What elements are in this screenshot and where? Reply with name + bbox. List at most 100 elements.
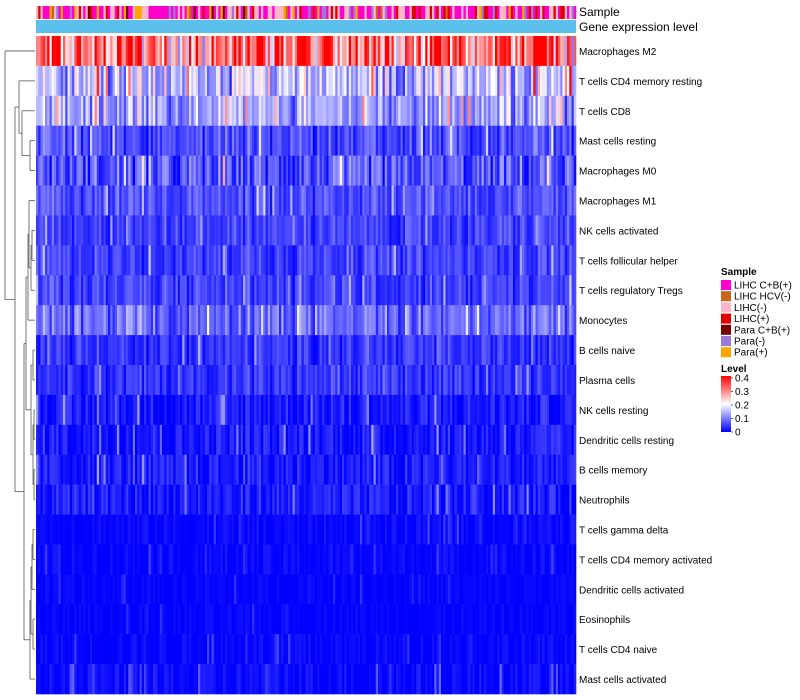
heatmap-cell [283, 245, 287, 276]
heatmap-cell [535, 394, 539, 426]
heatmap-cell [45, 125, 48, 156]
heatmap-cell [348, 544, 352, 575]
heatmap-cell [375, 215, 379, 246]
heatmap-cell [558, 95, 561, 127]
heatmap-cell [508, 185, 512, 216]
heatmap-cell [283, 335, 287, 366]
heatmap-cell [308, 544, 311, 575]
heatmap-cell [506, 65, 509, 97]
heatmap-cell [148, 484, 152, 515]
heatmap-cell [299, 574, 302, 605]
heatmap-cell [344, 155, 347, 186]
heatmap-cell [263, 65, 266, 97]
heatmap-cell [321, 305, 325, 336]
heatmap-cell [418, 424, 422, 456]
heatmap-cell [108, 365, 111, 396]
sample-annotation-cell [150, 6, 154, 19]
heatmap-cell [141, 574, 145, 605]
heatmap-cell [330, 275, 334, 306]
heatmap-cell [330, 36, 334, 67]
heatmap-cell [441, 424, 444, 456]
heatmap-cell [42, 514, 46, 545]
heatmap-cell [38, 95, 41, 127]
heatmap-cell [254, 95, 257, 127]
heatmap-cell [506, 155, 509, 186]
heatmap-cell [72, 454, 75, 485]
heatmap-cell [265, 424, 269, 456]
heatmap-cell [348, 305, 352, 336]
heatmap-cell [353, 95, 356, 127]
heatmap-cell [531, 125, 534, 156]
sample-annotation-cell [42, 6, 46, 19]
heatmap-cell [252, 544, 255, 575]
heatmap-cell [418, 185, 422, 216]
heatmap-cell [182, 514, 185, 545]
heatmap-cell [47, 185, 50, 216]
heatmap-cell [524, 514, 527, 545]
heatmap-cell [544, 454, 548, 485]
heatmap-cell [51, 574, 55, 605]
heatmap-cell [240, 125, 244, 156]
heatmap-cell [432, 365, 435, 396]
heatmap-cell [483, 185, 487, 216]
heatmap-cell [159, 215, 163, 246]
heatmap-cell [418, 155, 422, 186]
heatmap-cell [63, 394, 66, 426]
heatmap-cell [249, 454, 253, 485]
heatmap-cell [339, 36, 343, 67]
heatmap-cell [270, 335, 273, 366]
heatmap-cell [535, 95, 539, 127]
heatmap-cell [202, 335, 206, 366]
heatmap-cell [501, 365, 505, 396]
heatmap-cell [425, 65, 428, 97]
heatmap-cell [306, 125, 309, 156]
heatmap-cell [42, 604, 46, 635]
heatmap-cell [407, 185, 410, 216]
heatmap-cell [398, 335, 401, 366]
heatmap-cell [427, 394, 431, 426]
sample-annotation-cell [254, 6, 257, 19]
heatmap-cell [54, 604, 57, 635]
heatmap-cell [378, 365, 381, 396]
heatmap-cell [420, 95, 424, 127]
heatmap-cell [159, 245, 163, 276]
heatmap-cell [54, 424, 57, 456]
heatmap-cell [245, 544, 248, 575]
sample-annotation-cell [432, 6, 435, 19]
heatmap-cell [261, 245, 264, 276]
heatmap-cell [132, 544, 136, 575]
heatmap-cell [348, 394, 352, 426]
heatmap-cell [202, 275, 206, 306]
heatmap-cell [204, 215, 208, 246]
heatmap-cell [402, 36, 406, 67]
heatmap-cell [137, 215, 140, 246]
heatmap-cell [155, 574, 158, 605]
heatmap-cell [362, 36, 365, 67]
heatmap-cell [297, 394, 300, 426]
heatmap-cell [319, 484, 323, 515]
heatmap-cell [117, 65, 120, 97]
heatmap-cell [513, 394, 516, 426]
heatmap-cell [288, 544, 291, 575]
heatmap-cell [236, 305, 239, 336]
heatmap-cell [432, 424, 435, 456]
heatmap-cell [177, 454, 181, 485]
heatmap-cell [49, 424, 53, 456]
heatmap-cell [542, 275, 545, 306]
heatmap-cell [533, 65, 536, 97]
heatmap-cell [558, 215, 561, 246]
heatmap-cell [393, 365, 397, 396]
heatmap-cell [114, 305, 118, 336]
heatmap-cell [171, 125, 174, 156]
heatmap-cell [501, 185, 505, 216]
heatmap-cell [276, 95, 280, 127]
heatmap-cell [337, 185, 341, 216]
heatmap-cell [270, 514, 273, 545]
heatmap-cell [303, 275, 307, 306]
heatmap-cell [510, 544, 514, 575]
heatmap-cell [247, 544, 251, 575]
heatmap-cell [157, 365, 161, 396]
heatmap-cell [281, 65, 284, 97]
heatmap-cell [162, 365, 165, 396]
heatmap-cell [256, 95, 260, 127]
